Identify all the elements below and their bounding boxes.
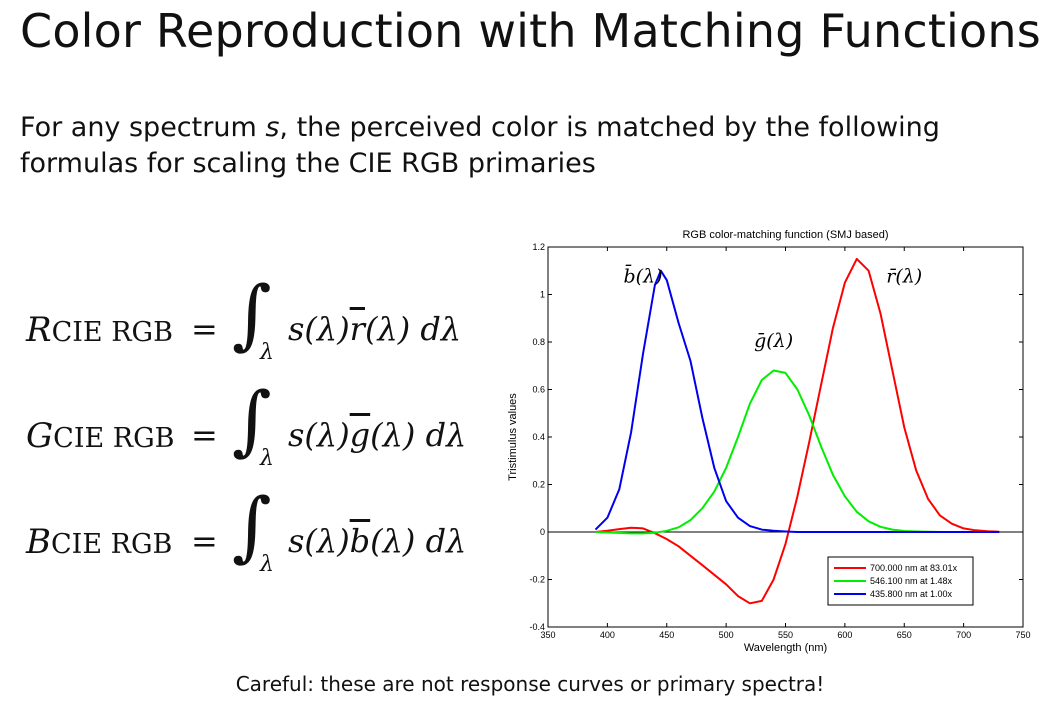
- subtitle-variable: s: [265, 112, 280, 143]
- formula-b: BCIE RGB = ∫ λ s(λ)b(λ) dλ: [26, 488, 496, 594]
- formula-r: RCIE RGB = ∫ λ s(λ)r(λ) dλ: [26, 276, 496, 382]
- formula-r-func: r: [349, 310, 365, 348]
- formula-r-symbol: R: [26, 310, 52, 350]
- x-tick-label: 650: [897, 630, 912, 640]
- y-axis-label: Tristimulus values: [507, 393, 519, 481]
- formula-r-limit: λ: [260, 340, 274, 365]
- formula-b-rhs: s(λ)b(λ) dλ: [288, 522, 466, 560]
- formula-g-rhs: s(λ)g(λ) dλ: [288, 416, 466, 454]
- series-line-2: [594, 269, 1000, 533]
- color-matching-chart: 350 400 450 500 550 600 650 700 750 -0.4 -0.2 0 0.2 0…: [507, 229, 1031, 654]
- formula-g-pre: s(λ): [288, 416, 350, 454]
- formula-b-equals: =: [191, 522, 218, 560]
- formula-r-rhs: s(λ)r(λ) dλ: [288, 310, 461, 348]
- formula-g-lhs: GCIE RGB: [26, 416, 175, 456]
- formula-g-symbol: G: [26, 416, 54, 456]
- slide-subtitle: For any spectrum s, the perceived color …: [20, 110, 1010, 182]
- formula-r-integral: ∫: [232, 269, 272, 358]
- y-tick-label: -0.2: [529, 575, 545, 585]
- curve-label-2: r̄(λ): [886, 266, 922, 288]
- formula-b-symbol: B: [26, 522, 51, 562]
- x-tick-label: 450: [659, 630, 674, 640]
- x-tick-label: 600: [837, 630, 852, 640]
- formula-b-lhs: BCIE RGB: [26, 522, 172, 562]
- formula-r-post: (λ) dλ: [364, 310, 462, 348]
- subtitle-text-end: , the perceived color is matched by the …: [20, 112, 940, 179]
- y-tick-label: -0.4: [529, 622, 545, 632]
- series-line-0: [595, 257, 1000, 605]
- formula-r-lhs: RCIE RGB: [26, 310, 173, 350]
- formula-b-limit: λ: [260, 552, 274, 577]
- x-tick-label: 350: [540, 630, 555, 640]
- y-tick-label: 0.2: [532, 480, 545, 490]
- formula-g: GCIE RGB = ∫ λ s(λ)g(λ) dλ: [26, 382, 496, 488]
- curve-label-1: ḡ(λ): [754, 330, 793, 352]
- formula-b-integral: ∫: [232, 481, 272, 570]
- formula-r-subscript: CIE RGB: [51, 317, 173, 348]
- legend-label-0: 700.000 nm at 83.01x: [870, 563, 958, 573]
- y-tick-label: 0.6: [532, 385, 545, 395]
- x-tick-label: 400: [600, 630, 615, 640]
- x-tick-label: 550: [778, 630, 793, 640]
- curve-label-0: b̄(λ): [623, 264, 662, 288]
- x-axis-label: Wavelength (nm): [744, 642, 827, 654]
- y-tick-label: 1: [540, 290, 545, 300]
- y-tick-label: 1.2: [532, 242, 545, 252]
- formula-g-integral: ∫: [232, 375, 272, 464]
- y-tick-label: 0.4: [532, 432, 545, 442]
- chart-title: RGB color-matching function (SMJ based): [682, 229, 888, 241]
- formula-r-equals: =: [191, 310, 218, 348]
- y-tick-label: 0: [540, 527, 545, 537]
- legend-label-1: 546.100 nm at 1.48x: [870, 576, 953, 586]
- formula-g-post: (λ) dλ: [370, 416, 467, 454]
- subtitle-text-start: For any spectrum: [20, 112, 266, 143]
- formula-b-subscript: CIE RGB: [51, 529, 173, 560]
- formula-g-limit: λ: [260, 446, 274, 471]
- formula-g-func: g: [349, 416, 371, 454]
- y-tick-label: 0.8: [532, 337, 545, 347]
- formula-b-func: b: [349, 522, 371, 560]
- legend-label-2: 435.800 nm at 1.00x: [870, 589, 953, 599]
- formula-g-equals: =: [191, 416, 218, 454]
- slide-title: Color Reproduction with Matching Functio…: [20, 4, 1041, 58]
- x-tick-label: 500: [719, 630, 734, 640]
- x-tick-label: 700: [956, 630, 971, 640]
- formula-r-pre: s(λ): [288, 310, 350, 348]
- x-tick-label: 750: [1015, 630, 1030, 640]
- slide-caption: Careful: these are not response curves o…: [235, 672, 825, 696]
- formula-b-pre: s(λ): [288, 522, 350, 560]
- formula-g-subscript: CIE RGB: [53, 423, 175, 454]
- formula-b-post: (λ) dλ: [370, 522, 467, 560]
